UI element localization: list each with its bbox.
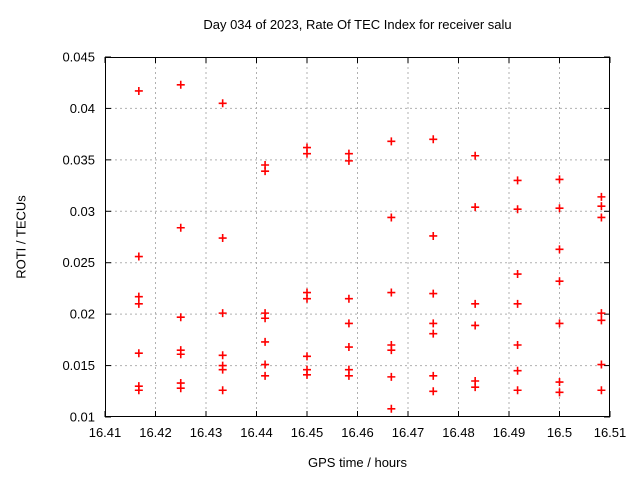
data-point-marker xyxy=(471,151,480,160)
x-tick-label: 16.41 xyxy=(89,425,122,440)
data-point-marker xyxy=(303,294,311,303)
data-point-marker xyxy=(261,167,270,176)
y-tick-label: 0.025 xyxy=(62,255,95,270)
data-point-marker xyxy=(429,231,438,240)
data-point-marker xyxy=(387,137,396,146)
data-point-marker xyxy=(176,223,185,232)
data-point-marker xyxy=(303,149,311,158)
data-point-marker xyxy=(134,86,143,95)
x-tick-label: 16.47 xyxy=(392,425,425,440)
data-point-marker xyxy=(555,388,564,397)
data-point-marker xyxy=(429,135,438,144)
data-point-marker xyxy=(176,80,185,89)
data-point-marker xyxy=(387,346,396,355)
data-point-marker xyxy=(261,314,270,323)
data-point-marker xyxy=(597,213,606,222)
data-point-marker xyxy=(134,349,143,358)
data-point-marker xyxy=(261,337,270,346)
data-point-marker xyxy=(513,299,522,308)
data-point-marker xyxy=(471,383,480,392)
data-point-marker xyxy=(597,192,606,201)
data-point-marker xyxy=(429,319,438,328)
y-tick-label: 0.03 xyxy=(70,204,95,219)
data-point-marker xyxy=(555,245,564,254)
x-tick-label: 16.48 xyxy=(442,425,475,440)
data-point-marker xyxy=(429,387,438,396)
data-point-marker xyxy=(218,351,227,360)
data-point-marker xyxy=(344,371,353,380)
data-point-marker xyxy=(555,378,564,387)
x-tick-label: 16.49 xyxy=(493,425,526,440)
data-point-marker xyxy=(218,99,227,108)
x-tick-label: 16.5 xyxy=(547,425,572,440)
data-point-marker xyxy=(597,202,606,211)
x-tick-label: 16.45 xyxy=(291,425,324,440)
y-tick-label: 0.045 xyxy=(62,50,95,65)
data-point-marker xyxy=(218,365,227,374)
data-point-marker xyxy=(429,371,438,380)
y-tick-label: 0.02 xyxy=(70,307,95,322)
data-point-marker xyxy=(471,203,480,212)
data-point-marker xyxy=(513,341,522,349)
x-tick-label: 16.46 xyxy=(341,425,374,440)
data-point-marker xyxy=(176,384,185,393)
data-point-marker xyxy=(513,386,522,395)
data-point-marker xyxy=(261,371,270,380)
data-point-marker xyxy=(176,313,185,322)
data-point-marker xyxy=(597,360,606,369)
data-point-marker xyxy=(134,252,143,261)
data-point-marker xyxy=(597,309,606,318)
data-point-marker xyxy=(387,372,396,381)
data-point-marker xyxy=(303,352,311,361)
data-point-marker xyxy=(134,386,143,395)
data-point-marker xyxy=(344,343,353,352)
data-point-marker xyxy=(218,386,227,395)
x-tick-label: 16.51 xyxy=(594,425,627,440)
data-point-marker xyxy=(344,294,353,303)
x-tick-label: 16.43 xyxy=(190,425,223,440)
data-point-marker xyxy=(303,370,311,379)
data-point-marker xyxy=(387,288,396,297)
data-point-marker xyxy=(513,270,522,279)
y-tick-label: 0.01 xyxy=(70,410,95,425)
data-point-marker xyxy=(513,205,522,214)
data-point-marker xyxy=(344,319,353,328)
data-point-marker xyxy=(597,316,606,325)
x-tick-label: 16.44 xyxy=(240,425,273,440)
data-point-marker xyxy=(555,204,564,213)
data-point-marker xyxy=(555,277,564,286)
data-point-marker xyxy=(387,213,396,222)
data-point-marker xyxy=(387,404,396,413)
data-point-marker xyxy=(471,321,480,330)
data-point-marker xyxy=(218,234,227,243)
y-tick-label: 0.04 xyxy=(70,101,95,116)
y-tick-label: 0.015 xyxy=(62,358,95,373)
data-point-marker xyxy=(261,360,270,369)
data-point-marker xyxy=(176,350,185,359)
data-point-marker xyxy=(429,289,438,298)
data-point-marker xyxy=(134,292,143,301)
x-axis-title: GPS time / hours xyxy=(308,455,407,470)
data-point-marker xyxy=(597,386,606,395)
data-point-marker xyxy=(513,176,522,185)
data-point-marker xyxy=(134,299,143,308)
data-point-marker xyxy=(555,319,564,328)
x-tick-label: 16.42 xyxy=(139,425,172,440)
y-tick-label: 0.035 xyxy=(62,152,95,167)
data-point-marker xyxy=(513,366,522,375)
chart-title: Day 034 of 2023, Rate Of TEC Index for r… xyxy=(203,17,512,32)
data-point-marker xyxy=(344,156,353,165)
data-point-marker xyxy=(429,329,438,338)
data-point-marker xyxy=(344,149,353,158)
data-point-marker xyxy=(218,309,227,318)
data-point-marker xyxy=(471,299,480,308)
data-point-marker xyxy=(555,175,564,184)
